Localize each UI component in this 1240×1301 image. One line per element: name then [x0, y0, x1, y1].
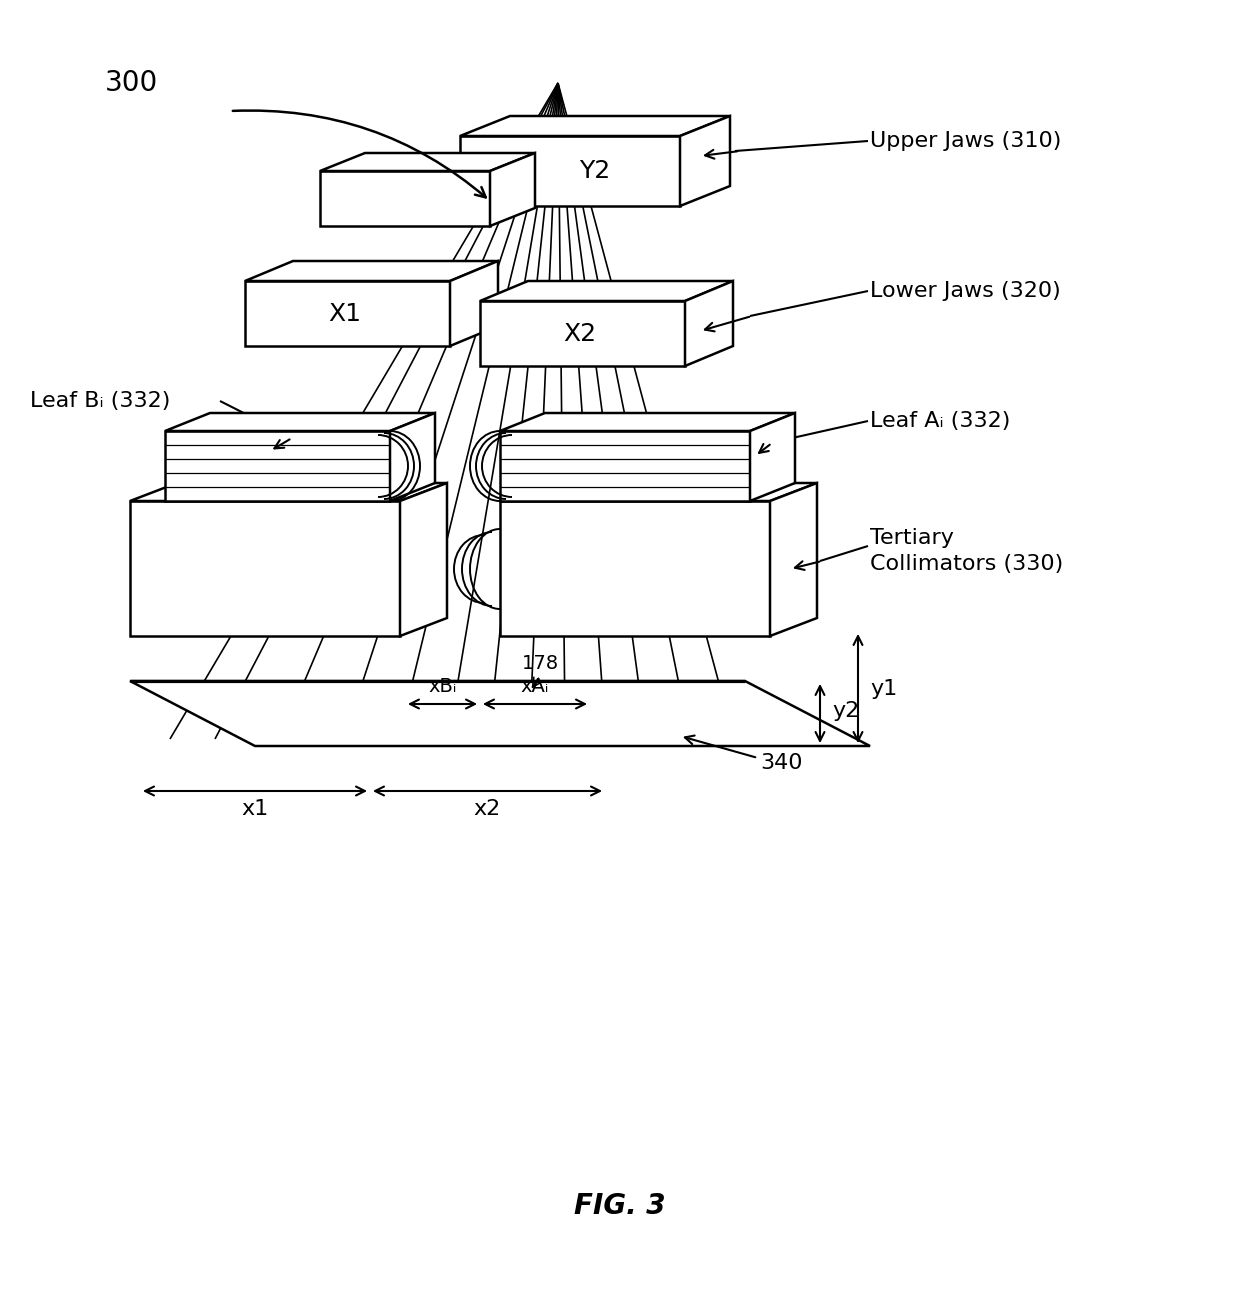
- Polygon shape: [320, 170, 490, 226]
- Text: Tertiary
Collimators (330): Tertiary Collimators (330): [870, 528, 1063, 574]
- Text: xAᵢ: xAᵢ: [521, 677, 549, 696]
- Text: Leaf Aᵢ (332): Leaf Aᵢ (332): [870, 411, 1011, 431]
- Polygon shape: [490, 154, 534, 226]
- Text: Upper Jaws (310): Upper Jaws (310): [870, 131, 1061, 151]
- Polygon shape: [165, 431, 391, 501]
- Text: Y2: Y2: [579, 159, 610, 183]
- Text: y1: y1: [870, 679, 898, 699]
- Polygon shape: [500, 431, 750, 501]
- Text: xBᵢ: xBᵢ: [428, 677, 456, 696]
- Text: y2: y2: [832, 701, 859, 721]
- Polygon shape: [450, 262, 498, 346]
- Polygon shape: [165, 412, 435, 431]
- Polygon shape: [460, 137, 680, 206]
- Polygon shape: [480, 301, 684, 366]
- Polygon shape: [500, 412, 795, 431]
- Polygon shape: [750, 412, 795, 501]
- Polygon shape: [770, 483, 817, 636]
- Text: X2: X2: [563, 323, 596, 346]
- Text: Lower Jaws (320): Lower Jaws (320): [870, 281, 1060, 301]
- Text: FIG. 3: FIG. 3: [574, 1192, 666, 1220]
- Text: 178: 178: [522, 654, 558, 673]
- Polygon shape: [500, 483, 817, 501]
- Polygon shape: [130, 680, 870, 745]
- Text: X1: X1: [329, 302, 362, 327]
- Polygon shape: [460, 116, 730, 137]
- Polygon shape: [246, 281, 450, 346]
- Polygon shape: [684, 281, 733, 366]
- Polygon shape: [480, 281, 733, 301]
- Text: Leaf Bᵢ (332): Leaf Bᵢ (332): [30, 392, 170, 411]
- Polygon shape: [500, 501, 770, 636]
- Polygon shape: [401, 483, 446, 636]
- Polygon shape: [246, 262, 498, 281]
- Polygon shape: [391, 412, 435, 501]
- Text: 300: 300: [105, 69, 159, 98]
- Text: 340: 340: [760, 753, 802, 773]
- Polygon shape: [130, 501, 401, 636]
- Text: x2: x2: [474, 799, 501, 820]
- Polygon shape: [320, 154, 534, 170]
- Polygon shape: [680, 116, 730, 206]
- Text: x1: x1: [242, 799, 269, 820]
- Polygon shape: [130, 483, 446, 501]
